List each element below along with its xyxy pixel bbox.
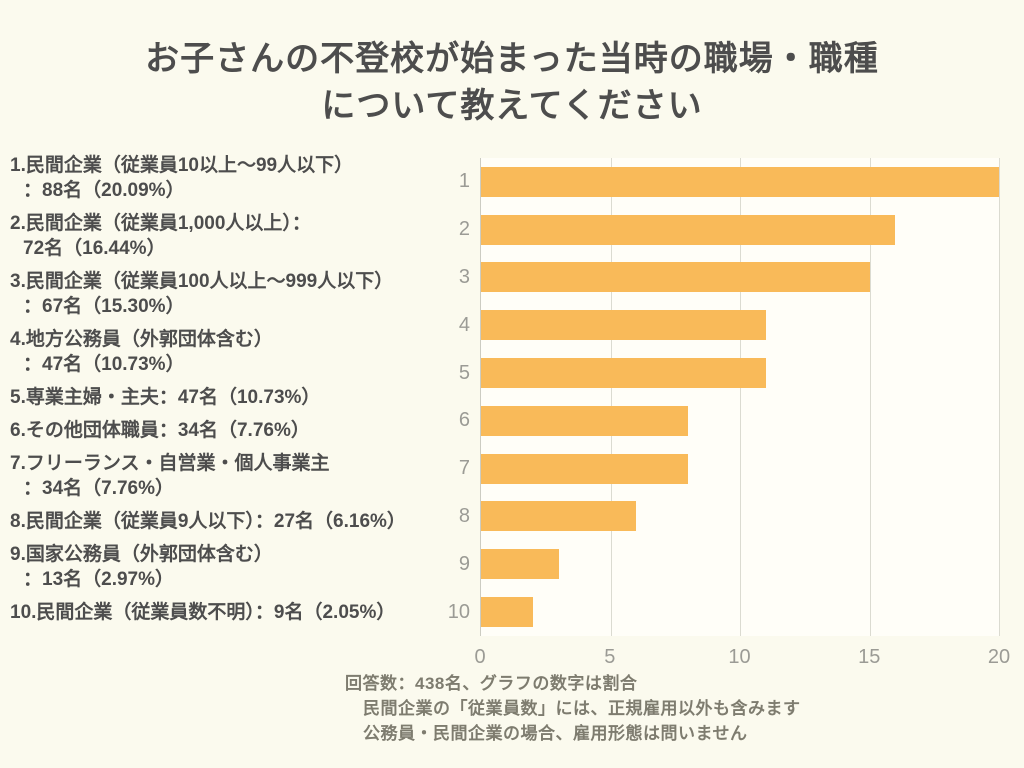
x-tick-label-5: 5 [604, 646, 616, 668]
answer-item-continuation: ：88名（20.09%） [23, 180, 185, 201]
category-label-5: 5 [458, 361, 470, 384]
answer-item-text: 6.その他団体職員：34名（7.76%） [10, 420, 310, 441]
bar-category-2 [481, 214, 896, 245]
bar-category-7 [481, 453, 689, 484]
bar-category-6 [481, 405, 689, 436]
answer-item-text: 9.国家公務員（外郭団体含む） [10, 544, 273, 565]
bar-chart: 1 2 3 4 5 6 7 8 9 10 0 5 10 15 20 [420, 158, 1020, 698]
bar-row [481, 349, 999, 397]
x-tick-label-10: 10 [728, 646, 751, 668]
bar-category-5 [481, 358, 766, 389]
category-label-3: 3 [458, 265, 470, 288]
gridline-20 [999, 158, 1000, 636]
answer-item-continuation: 72名（16.44%） [23, 238, 166, 259]
category-label-1: 1 [458, 170, 470, 193]
x-tick-label-0: 0 [474, 646, 486, 668]
answer-item-continuation: ：34名（7.76%） [23, 478, 175, 499]
answer-item-text: 7.フリーランス・自営業・個人事業主 [10, 453, 330, 474]
bar-category-8 [481, 501, 637, 532]
answer-item-text: 5.専業主婦・主夫：47名（10.73%） [10, 387, 321, 408]
answer-item-text: 1.民間企業（従業員10以上～99人以下） [10, 155, 354, 176]
gridline-15 [869, 158, 871, 636]
bar-category-1 [481, 166, 999, 197]
answer-item-text: 4.地方公務員（外郭団体含む） [10, 329, 273, 350]
answer-item: 2.民間企業（従業員1,000人以上）： 72名（16.44%） [10, 211, 470, 261]
footer-line-respondents: 回答数：438名、グラフの数字は割合 [345, 674, 638, 693]
gridline-5 [610, 158, 612, 636]
plot-area [480, 158, 1000, 636]
bar-row [481, 397, 999, 445]
answer-item: 1.民間企業（従業員10以上～99人以下） ：88名（20.09%） [10, 153, 470, 203]
bar-row [481, 158, 999, 206]
answer-item: 9.国家公務員（外郭団体含む） ：13名（2.97%） [10, 542, 470, 592]
answer-item: 7.フリーランス・自営業・個人事業主 ：34名（7.76%） [10, 451, 470, 501]
answer-item-continuation: ：13名（2.97%） [23, 569, 175, 590]
bar-series [481, 158, 999, 636]
x-tick-label-20: 20 [987, 646, 1011, 668]
answer-item-continuation: ：47名（10.73%） [23, 354, 185, 375]
bar-category-3 [481, 262, 870, 293]
bar-row [481, 445, 999, 493]
bar-row [481, 588, 999, 636]
gridline-10 [740, 158, 741, 636]
bar-category-10 [481, 597, 533, 628]
bar-category-4 [481, 310, 766, 341]
answer-item-text: 2.民間企業（従業員1,000人以上）： [10, 213, 311, 234]
gridlines [481, 158, 1000, 636]
category-label-2: 2 [458, 218, 470, 241]
category-label-9: 9 [458, 552, 470, 575]
bar-row [481, 301, 999, 349]
answer-item-continuation: ：67名（15.30%） [23, 296, 185, 317]
category-label-10: 10 [447, 600, 470, 623]
bar-row [481, 254, 999, 302]
answer-item: 3.民間企業（従業員100人以上～999人以下） ：67名（15.30%） [10, 269, 470, 319]
category-label-8: 8 [458, 504, 470, 527]
page-title: お子さんの不登校が始まった当時の職場・職種 について教えてください [0, 36, 1024, 130]
footer-notes: 回答数：438名、グラフの数字は割合 民間企業の「従業員数」には、正規雇用以外も… [345, 671, 801, 746]
category-label-7: 7 [458, 457, 470, 480]
title-line-2: について教えてください [321, 87, 703, 125]
x-tick-label-15: 15 [858, 646, 881, 668]
answer-item-text: 10.民間企業（従業員数不明）：9名（2.05%） [10, 602, 396, 623]
answer-item: 4.地方公務員（外郭団体含む） ：47名（10.73%） [10, 327, 470, 377]
answer-item: 8.民間企業（従業員9人以下）：27名（6.16%） [10, 509, 470, 534]
bar-row [481, 540, 999, 588]
bar-row [481, 206, 999, 254]
bar-category-9 [481, 549, 559, 580]
answer-list: 1.民間企業（従業員10以上～99人以下） ：88名（20.09%） 2.民間企業（… [10, 153, 470, 633]
category-label-4: 4 [458, 313, 470, 336]
category-label-6: 6 [458, 409, 470, 432]
answer-item: 5.専業主婦・主夫：47名（10.73%） [10, 385, 470, 410]
answer-item-text: 8.民間企業（従業員9人以下）：27名（6.16%） [10, 511, 406, 532]
category-axis: 1 2 3 4 5 6 7 8 9 10 [420, 158, 470, 636]
answer-item: 10.民間企業（従業員数不明）：9名（2.05%） [10, 600, 470, 625]
footer-line-note-1: 民間企業の「従業員数」には、正規雇用以外も含みます [363, 699, 801, 718]
footer-line-note-2: 公務員・民間企業の場合、雇用形態は問いません [363, 724, 748, 743]
answer-item: 6.その他団体職員：34名（7.76%） [10, 418, 470, 443]
x-axis: 0 5 10 15 20 [474, 644, 1010, 670]
title-line-1: お子さんの不登校が始まった当時の職場・職種 [145, 40, 879, 78]
bar-row [481, 493, 999, 541]
answer-item-text: 3.民間企業（従業員100人以上～999人以下） [10, 271, 394, 292]
